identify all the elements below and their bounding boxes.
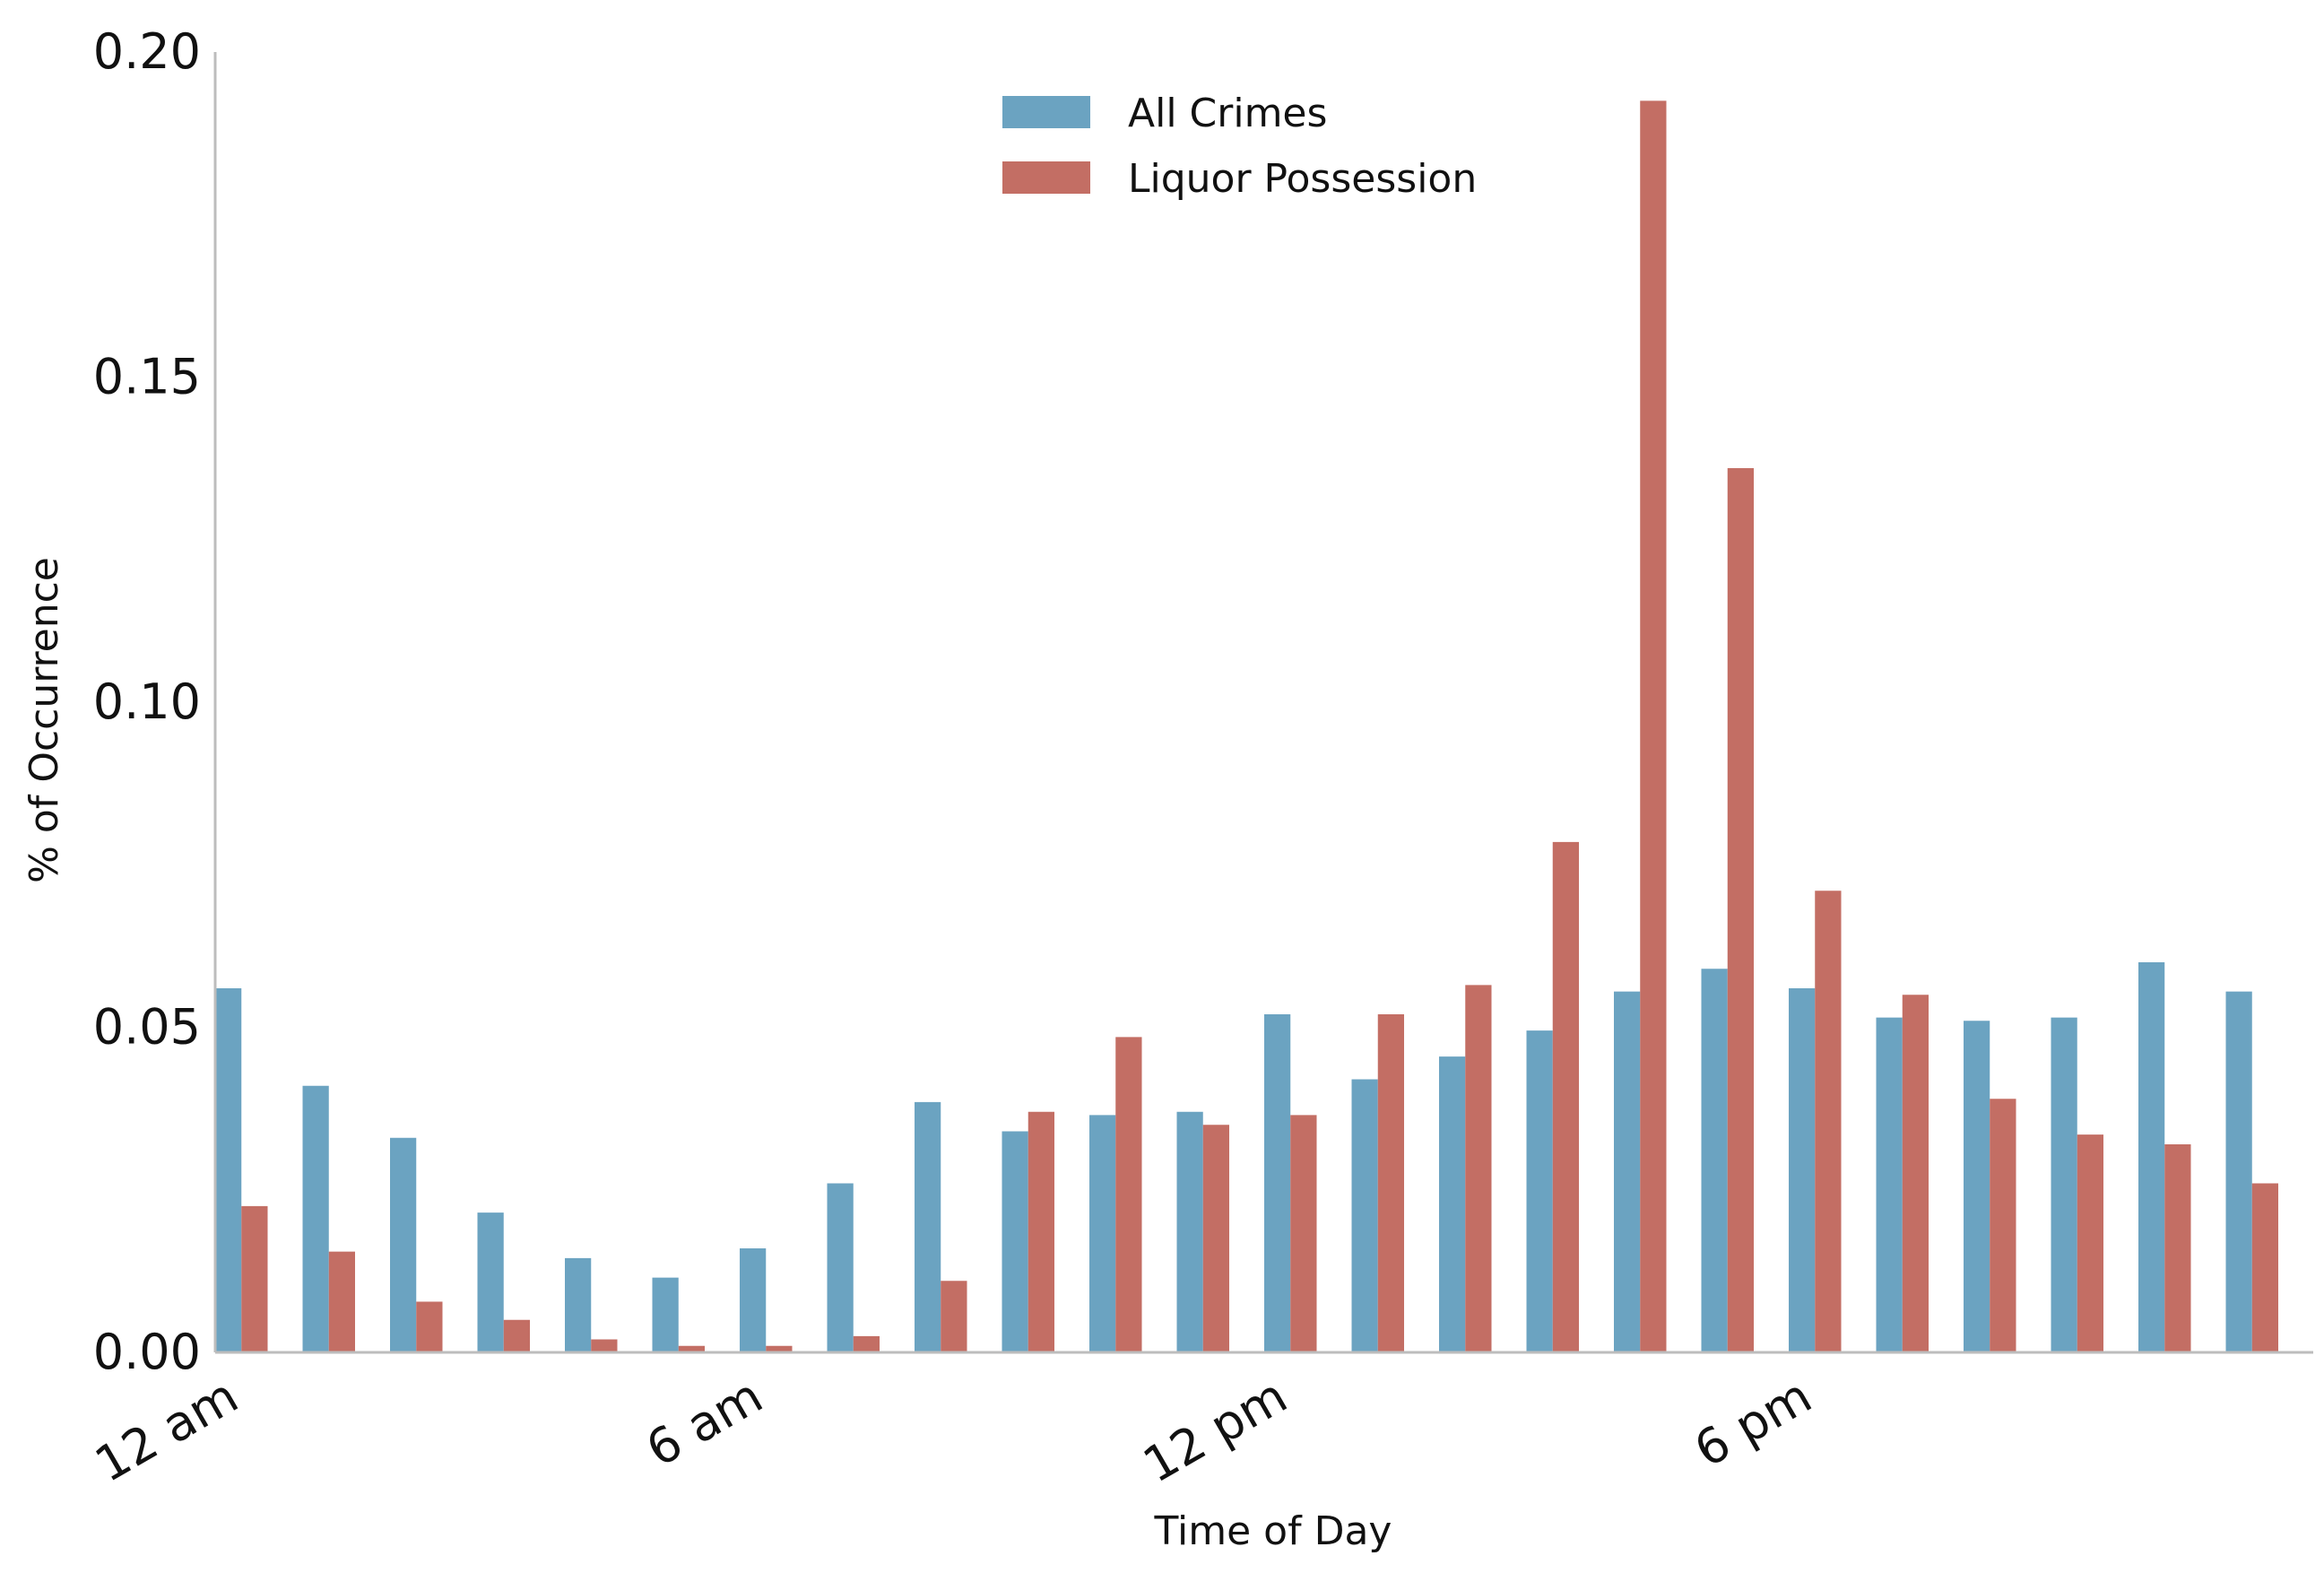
bar-liquor-possession-18 (1815, 891, 1842, 1352)
bar-liquor-possession-6 (766, 1345, 793, 1352)
bar-all-crimes-10 (1089, 1115, 1116, 1353)
x-tick-label: 12 am (86, 1368, 247, 1493)
bar-all-crimes-18 (1789, 988, 1816, 1352)
bar-liquor-possession-7 (853, 1335, 880, 1353)
bar-liquor-possession-15 (1552, 841, 1579, 1352)
bar-all-crimes-11 (1176, 1111, 1203, 1352)
bar-liquor-possession-21 (2077, 1134, 2103, 1353)
bar-liquor-possession-8 (941, 1281, 967, 1352)
bar-all-crimes-19 (1876, 1017, 1903, 1353)
y-axis-label: % of Occurrence (22, 557, 67, 883)
bar-all-crimes-3 (477, 1212, 504, 1353)
bar-liquor-possession-10 (1115, 1037, 1142, 1353)
y-tick-label: 0.20 (93, 23, 201, 80)
bar-liquor-possession-17 (1727, 468, 1754, 1352)
bar-all-crimes-23 (2225, 991, 2252, 1353)
bar-all-crimes-2 (390, 1137, 417, 1352)
bar-all-crimes-14 (1439, 1056, 1466, 1353)
y-tick-labels: 0.00 0.05 0.10 0.15 0.20 (93, 23, 201, 1380)
bar-all-crimes-15 (1526, 1030, 1553, 1353)
legend-label-liquor-possession: Liquor Possession (1128, 156, 1477, 202)
bar-all-crimes-21 (2051, 1017, 2077, 1353)
bar-liquor-possession-3 (503, 1319, 530, 1352)
bar-all-crimes-8 (915, 1101, 941, 1353)
x-tick-label: 12 pm (1134, 1368, 1296, 1494)
bar-liquor-possession-2 (416, 1301, 443, 1352)
bar-all-crimes-20 (1964, 1021, 1990, 1352)
legend: All Crimes Liquor Possession (1002, 91, 1477, 202)
x-tick-label: 6 pm (1685, 1368, 1820, 1479)
legend-swatch-liquor-possession (1002, 161, 1090, 194)
bar-all-crimes-4 (565, 1257, 592, 1353)
bar-liquor-possession-16 (1640, 100, 1667, 1353)
x-axis-label: Time of Day (1154, 1508, 1392, 1554)
bar-liquor-possession-4 (591, 1339, 618, 1352)
bar-liquor-possession-14 (1465, 985, 1492, 1353)
bar-liquor-possession-9 (1028, 1111, 1054, 1352)
bar-all-crimes-0 (215, 988, 242, 1352)
axes-layer (213, 52, 2313, 1354)
bar-all-crimes-1 (302, 1085, 329, 1352)
bar-liquor-possession-5 (678, 1345, 705, 1352)
bar-all-crimes-9 (1002, 1131, 1028, 1352)
bars-layer (215, 100, 2278, 1353)
legend-swatch-all-crimes (1002, 96, 1090, 128)
legend-label-all-crimes: All Crimes (1128, 91, 1327, 136)
bar-liquor-possession-19 (1902, 995, 1929, 1352)
bar-liquor-possession-11 (1202, 1125, 1229, 1352)
bar-all-crimes-17 (1701, 969, 1728, 1352)
bar-all-crimes-5 (652, 1277, 679, 1353)
bar-all-crimes-16 (1614, 991, 1641, 1353)
x-tick-labels: 12 am 6 am 12 pm 6 pm (86, 1368, 1821, 1494)
bar-all-crimes-7 (827, 1183, 854, 1352)
bar-liquor-possession-12 (1290, 1115, 1317, 1353)
bar-liquor-possession-13 (1377, 1014, 1404, 1352)
bar-all-crimes-12 (1264, 1014, 1291, 1352)
bar-liquor-possession-20 (1990, 1099, 2016, 1352)
bar-liquor-possession-0 (241, 1205, 268, 1353)
bar-all-crimes-13 (1351, 1079, 1378, 1352)
bar-all-crimes-6 (740, 1248, 767, 1352)
y-tick-label: 0.05 (93, 999, 201, 1056)
y-tick-label: 0.10 (93, 674, 201, 730)
y-tick-label: 0.00 (93, 1324, 201, 1380)
bar-liquor-possession-22 (2164, 1144, 2191, 1352)
bar-liquor-possession-1 (328, 1251, 355, 1353)
y-tick-label: 0.15 (93, 349, 201, 405)
bar-all-crimes-22 (2138, 962, 2165, 1352)
bar-liquor-possession-23 (2251, 1183, 2278, 1352)
x-tick-label: 6 am (637, 1368, 771, 1478)
